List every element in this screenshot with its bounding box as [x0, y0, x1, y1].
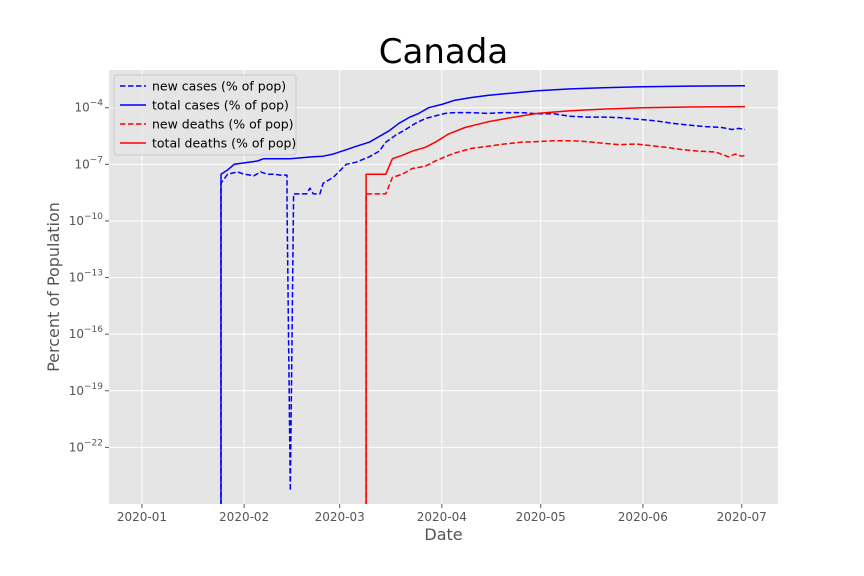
y-tick-label: 10−13: [69, 269, 103, 285]
y-tick-label: 10−19: [69, 382, 104, 398]
x-tick-label: 2020-06: [618, 510, 668, 524]
y-tick-label: 10−16: [69, 325, 104, 341]
series-layer: [220, 85, 746, 504]
y-tick-label: 10−7: [74, 155, 103, 171]
x-tick-label: 2020-05: [516, 510, 566, 524]
legend-entry-label: new deaths (% of pop): [152, 117, 294, 132]
x-tick-label: 2020-07: [717, 510, 767, 524]
y-axis-label: Percent of Population: [44, 202, 63, 372]
x-axis: 2020-01 2020-02 2020-03 2020-04 2020-05 2020-…: [117, 504, 767, 524]
x-axis-label: Date: [424, 525, 462, 544]
legend-box: [113, 74, 297, 156]
y-tick-label: 10−10: [69, 212, 104, 228]
chart-title: Canada: [379, 32, 508, 72]
x-tick-label: 2020-01: [117, 510, 167, 524]
legend-entry-label: total cases (% of pop): [152, 98, 289, 113]
y-axis: 10−22 10−19 10−16 10−13 10−10 10−7 10−4: [69, 99, 109, 454]
legend: new cases (% of pop) total cases (% of po…: [113, 74, 297, 156]
y-tick-label: 10−4: [74, 99, 103, 115]
y-tick-label: 10−22: [69, 438, 103, 454]
series-line-1: [220, 111, 746, 504]
legend-entry-label: new cases (% of pop): [152, 79, 286, 94]
x-tick-label: 2020-02: [219, 510, 269, 524]
series-line-3: [365, 139, 746, 504]
x-tick-label: 2020-04: [417, 510, 467, 524]
series-line-2: [220, 85, 746, 504]
series-line-4: [365, 105, 746, 504]
legend-entry-label: total deaths (% of pop): [152, 136, 296, 151]
x-tick-label: 2020-03: [315, 510, 365, 524]
